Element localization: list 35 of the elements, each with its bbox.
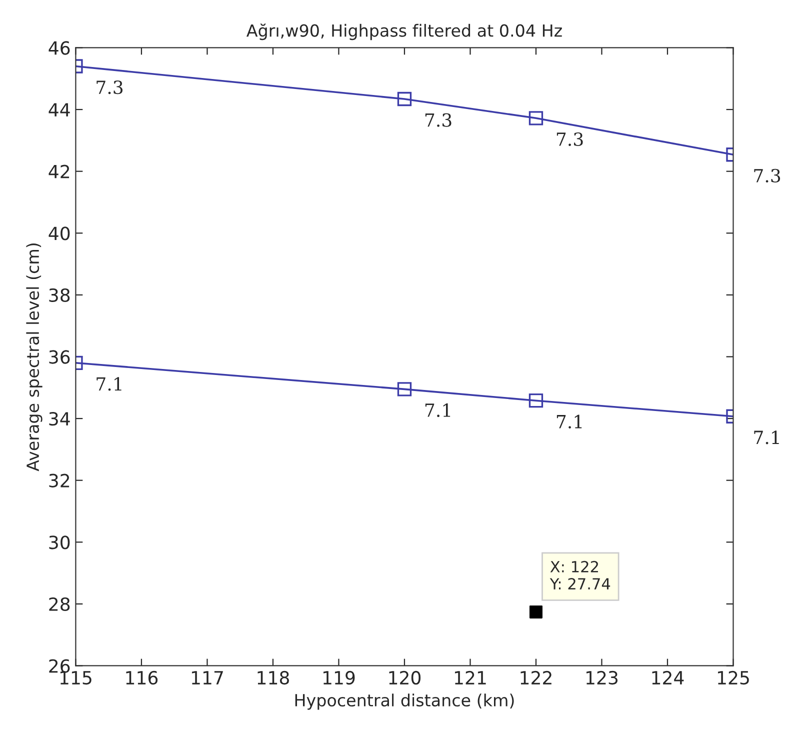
chart-title: Ağrı,w90, Highpass filtered at 0.04 Hz	[246, 24, 562, 40]
annotation: 7.1	[425, 403, 450, 418]
y-tick-label: 38	[49, 288, 70, 302]
x-tick-label: 115	[60, 671, 92, 685]
annotation: 7.1	[96, 377, 122, 391]
y-tick-label: 36	[49, 350, 70, 364]
annotation: 7.3	[96, 80, 123, 94]
x-tick-label: 119	[323, 670, 355, 685]
annotation: 7.3	[556, 132, 583, 146]
x-tick-label: 123	[586, 670, 618, 685]
y-tick-label: 42	[48, 164, 70, 178]
annotation: 7.3	[754, 168, 780, 182]
x-tick-label: 117	[192, 671, 223, 684]
y-tick-label: 46	[48, 41, 70, 55]
y-tick-label: 30	[49, 536, 70, 550]
y-tick-label: 32	[49, 474, 70, 488]
point	[529, 605, 542, 618]
annotation: X: 122 Y: 27.74	[550, 560, 610, 590]
x-tick-label: 118	[258, 670, 289, 685]
y-tick-label: 26	[49, 659, 70, 673]
y-axis-title: Average spectral level (cm)	[26, 244, 42, 472]
x-tick-label: 121	[454, 670, 486, 684]
y-tick-label: 40	[48, 226, 70, 240]
x-axis-title: Hypocentral distance (km)	[295, 694, 514, 710]
y-tick-label: 28	[49, 597, 70, 612]
annotation: 7.1	[754, 430, 779, 444]
x-tick-label: 122	[520, 670, 552, 684]
x-tick-label: 120	[389, 670, 421, 685]
annotation: 7.3	[425, 113, 452, 127]
x-tick-label: 116	[126, 670, 158, 685]
y-tick-label: 44	[48, 103, 70, 116]
annotation: 7.1	[556, 414, 582, 428]
y-tick-label: 34	[49, 412, 70, 426]
x-tick-label: 124	[652, 670, 684, 684]
x-tick-label: 125	[718, 670, 749, 685]
